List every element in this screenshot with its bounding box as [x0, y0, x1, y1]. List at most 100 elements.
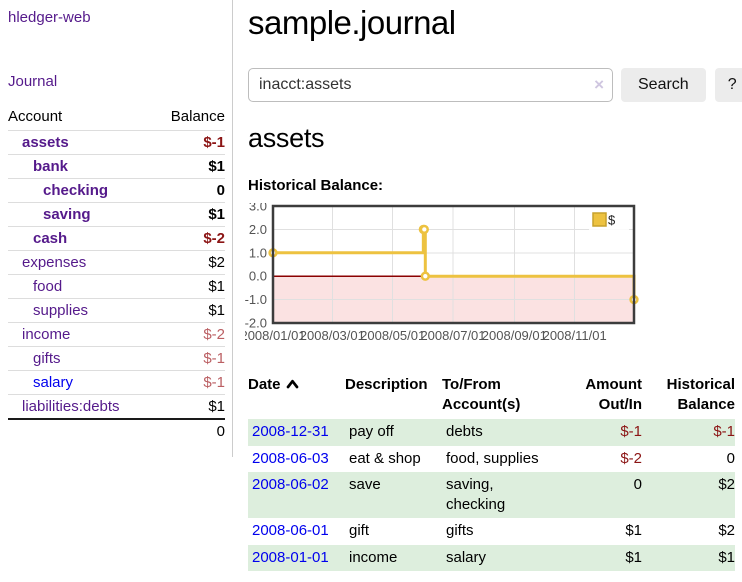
transaction-description: save [349, 475, 381, 493]
account-link[interactable]: saving [43, 206, 91, 223]
transaction-accounts: gifts [446, 522, 474, 540]
accounts-column-header: Account [8, 108, 63, 125]
svg-text:0.0: 0.0 [249, 269, 267, 284]
date-column-header[interactable]: Date [248, 373, 345, 420]
svg-text:2008/01/01: 2008/01/01 [245, 328, 306, 343]
account-link[interactable]: bank [33, 158, 69, 175]
account-link[interactable]: assets [22, 134, 69, 151]
balance-column-header: Balance [170, 108, 225, 125]
sidebar-nav: Journal [8, 73, 225, 90]
app-title-link[interactable]: hledger-web [8, 9, 91, 26]
account-balance: 0 [216, 182, 225, 199]
legend-swatch-icon [592, 212, 607, 227]
account-row: liabilities:debts $1 [8, 394, 225, 419]
transaction-date-link[interactable]: 2008-06-02 [252, 475, 329, 493]
account-row: assets $-1 [8, 130, 225, 155]
account-link[interactable]: liabilities:debts [22, 398, 120, 415]
transaction-row[interactable]: 2008-01-01 income salary $1 $1 [248, 544, 735, 571]
transaction-amount: $-2 [620, 449, 642, 467]
svg-text:2008/11/01: 2008/11/01 [543, 328, 607, 343]
transaction-date-link[interactable]: 2008-06-03 [252, 449, 329, 467]
balance-column-header: Historical Balance [666, 375, 735, 414]
account-link[interactable]: salary [33, 374, 74, 391]
account-balance: $1 [208, 398, 225, 415]
account-balance: $2 [208, 254, 225, 271]
accounts-total-row: 0 [8, 418, 225, 443]
svg-text:2.0: 2.0 [249, 222, 267, 237]
transaction-row[interactable]: 2008-12-31 pay off debts $-1 $-1 [248, 419, 735, 446]
transaction-date-link[interactable]: 2008-01-01 [252, 548, 329, 566]
transaction-accounts: debts [446, 423, 483, 441]
transaction-balance: $2 [718, 522, 735, 540]
account-row: bank $1 [8, 154, 225, 179]
historical-balance-chart: $3.0 2.0 1.0 0.0 -1.0 -2.0 2008/01/01 2008/03/0… [240, 198, 742, 352]
transaction-balance: $2 [718, 475, 735, 493]
sidebar: hledger-web Journal Account Balance asse… [0, 0, 233, 457]
transaction-row[interactable]: 2008-06-01 gift gifts $1 $2 [248, 518, 735, 544]
transaction-accounts: salary [446, 548, 487, 566]
transaction-row[interactable]: 2008-06-03 eat & shop food, supplies $-2… [248, 446, 735, 472]
chart-heading: Historical Balance: [248, 176, 384, 194]
account-heading: assets [248, 122, 325, 153]
transaction-amount: $1 [625, 522, 642, 540]
clear-search-icon[interactable]: × [594, 74, 604, 94]
sort-ascending-icon [286, 375, 299, 395]
account-link[interactable]: gifts [33, 350, 61, 367]
account-link[interactable]: food [33, 278, 63, 295]
account-link[interactable]: cash [33, 230, 68, 247]
transaction-date-link[interactable]: 2008-06-01 [252, 522, 329, 540]
transaction-balance: $-1 [713, 423, 735, 441]
accounts-column-header: To/From Account(s) [442, 375, 521, 414]
accounts-balance-table: Account Balance assets $-1 [8, 106, 225, 443]
transaction-amount: $-1 [620, 423, 642, 441]
svg-text:2008/09/01: 2008/09/01 [482, 328, 547, 343]
account-link[interactable]: supplies [33, 302, 89, 319]
transaction-description: gift [349, 522, 370, 540]
transaction-balance: 0 [726, 449, 735, 467]
svg-text:-2.0: -2.0 [245, 315, 267, 330]
account-link[interactable]: income [22, 326, 71, 343]
legend-label: $ [608, 212, 616, 227]
account-balance: $-1 [203, 374, 225, 391]
svg-text:2008/03/01: 2008/03/01 [300, 328, 365, 343]
account-row: gifts $-1 [8, 346, 225, 371]
transaction-description: income [349, 548, 398, 566]
help-button[interactable]: ? [714, 67, 742, 102]
search-form: × Search ? [248, 67, 742, 102]
account-row: salary $-1 [8, 370, 225, 395]
amount-column-header: Amount Out/In [585, 375, 642, 414]
search-button[interactable]: Search [621, 67, 706, 102]
transaction-description: eat & shop [349, 449, 421, 467]
svg-text:2008/05/01: 2008/05/01 [360, 328, 425, 343]
account-row: supplies $1 [8, 298, 225, 323]
main-content: sample.journal × Search ? assets Histori… [233, 0, 742, 581]
transaction-description: pay off [349, 423, 394, 441]
account-balance: $1 [208, 158, 225, 175]
transaction-amount: 0 [633, 475, 642, 493]
account-row: food $1 [8, 274, 225, 299]
transaction-amount: $1 [625, 548, 642, 566]
app-title: hledger-web [8, 9, 225, 26]
account-row: income $-2 [8, 322, 225, 347]
register-table: Date Description To/From Account(s) Amou… [248, 373, 735, 571]
account-link[interactable]: checking [43, 182, 109, 199]
register-header-row: Date Description To/From Account(s) Amou… [248, 373, 735, 420]
sidebar-item-journal[interactable]: Journal [8, 73, 58, 90]
transaction-date-link[interactable]: 2008-12-31 [252, 423, 329, 441]
account-balance: $1 [208, 206, 225, 223]
transaction-accounts: food, supplies [446, 449, 539, 467]
account-link[interactable]: expenses [22, 254, 87, 271]
transaction-row[interactable]: 2008-06-02 save saving, checking 0 $2 [248, 471, 735, 519]
y-axis-labels: 3.0 2.0 1.0 0.0 -1.0 -2.0 [245, 198, 267, 330]
svg-text:2008/07/01: 2008/07/01 [420, 328, 485, 343]
account-row: checking 0 [8, 178, 225, 203]
chart-border [271, 204, 636, 325]
accounts-total-balance: 0 [154, 418, 225, 443]
account-row: cash $-2 [8, 226, 225, 251]
chart-legend: $ [589, 209, 629, 232]
account-balance: $1 [208, 302, 225, 319]
search-input[interactable] [248, 67, 613, 102]
svg-text:1.0: 1.0 [249, 245, 267, 260]
transaction-accounts: saving, checking [446, 475, 506, 514]
